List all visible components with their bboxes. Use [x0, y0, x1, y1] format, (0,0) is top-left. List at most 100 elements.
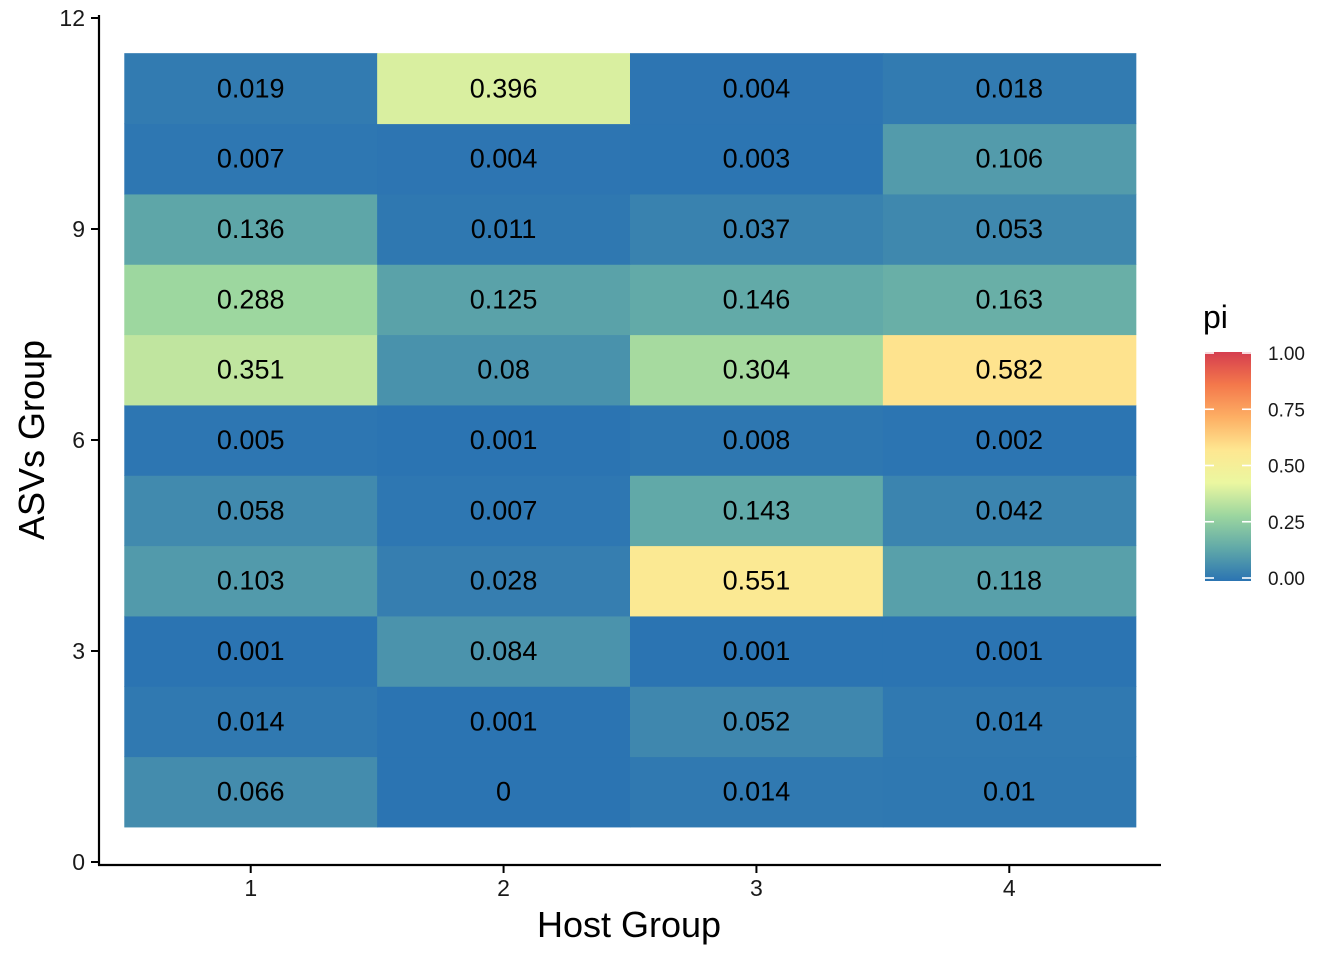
heatmap-cell: [630, 686, 884, 758]
heatmap-cell: [882, 615, 1137, 687]
y-axis-ticks: 0 3 6 9 12: [59, 5, 99, 875]
heatmap-cell: [377, 193, 631, 265]
cell-value-label: 0.001: [217, 636, 285, 666]
y-tick-label: 6: [72, 427, 85, 453]
cell-value-label: 0.106: [976, 144, 1044, 174]
x-tick-label: 3: [750, 875, 763, 901]
heatmap-cell: [377, 123, 631, 195]
x-tick-label: 2: [497, 875, 510, 901]
cell-value-label: 0.288: [217, 284, 285, 314]
heatmap-cell: [124, 334, 378, 406]
heatmap-cell: [377, 686, 631, 758]
cell-value-label: 0.001: [470, 706, 538, 736]
cell-value-label: 0.001: [470, 425, 538, 455]
cell-value-label: 0.146: [723, 284, 791, 314]
heatmap-cell: [630, 334, 884, 406]
cell-value-label: 0.028: [470, 566, 538, 596]
x-tick-label: 4: [1003, 875, 1016, 901]
cell-value-label: 0.004: [723, 73, 791, 103]
cell-value-label: 0.01: [983, 777, 1036, 807]
y-tick-label: 9: [72, 216, 85, 242]
heatmap-cell: [377, 615, 631, 687]
cell-value-label: 0: [496, 777, 511, 807]
legend-ticks: 0.00 0.25 0.50 0.75 1.00: [1205, 344, 1305, 590]
legend-tick-label: 0.25: [1268, 513, 1305, 534]
heatmap-cell: [377, 475, 631, 547]
heatmap-cell: [377, 404, 631, 476]
cell-value-label: 0.019: [217, 73, 285, 103]
legend-tick-label: 0.50: [1268, 457, 1305, 478]
cell-value-label: 0.005: [217, 425, 285, 455]
y-tick-label: 3: [72, 638, 85, 664]
heatmap-cell: [882, 404, 1137, 476]
cell-value-label: 0.007: [470, 495, 538, 525]
cell-value-label: 0.136: [217, 214, 285, 244]
legend-colorbar: [1205, 352, 1251, 581]
cell-value-label: 0.018: [976, 73, 1044, 103]
heatmap-cell: [630, 53, 884, 125]
heatmap-cell: [124, 264, 378, 336]
legend-title: pi: [1203, 299, 1228, 335]
heatmap-cell: [882, 123, 1137, 195]
legend-tick-label: 0.75: [1268, 400, 1305, 421]
cell-value-label: 0.014: [976, 706, 1044, 736]
legend-tick-label: 1.00: [1268, 344, 1305, 365]
heatmap-cell: [377, 264, 631, 336]
cell-value-label: 0.163: [976, 284, 1044, 314]
cell-value-label: 0.143: [723, 495, 791, 525]
cell-value-label: 0.125: [470, 284, 538, 314]
heatmap-cell: [630, 756, 884, 828]
cell-value-label: 0.058: [217, 495, 285, 525]
cell-value-label: 0.011: [471, 214, 537, 244]
heatmap-cell: [630, 615, 884, 687]
cell-value-label: 0.014: [217, 706, 285, 736]
cell-value-label: 0.08: [477, 355, 530, 385]
heatmap-cell: [124, 756, 378, 828]
heatmap-cell: [630, 264, 884, 336]
cell-value-label: 0.008: [723, 425, 791, 455]
x-axis-title: Host Group: [537, 904, 721, 945]
heatmap-cell: [124, 123, 378, 195]
heatmap-cell: [377, 334, 631, 406]
cell-value-label: 0.066: [217, 777, 285, 807]
heatmap-cell: [124, 615, 378, 687]
cell-value-label: 0.007: [217, 144, 285, 174]
cell-value-label: 0.582: [976, 355, 1044, 385]
cell-value-label: 0.037: [723, 214, 791, 244]
cell-value-label: 0.004: [470, 144, 538, 174]
heatmap-cell: [124, 686, 378, 758]
cell-value-label: 0.003: [723, 144, 791, 174]
heatmap-cell: [882, 334, 1137, 406]
heatmap-cell: [630, 545, 884, 617]
cell-value-label: 0.084: [470, 636, 538, 666]
heatmap-cell: [882, 193, 1137, 265]
cell-value-label: 0.052: [723, 706, 791, 736]
heatmap-cell: [377, 756, 631, 828]
heatmap-cell-labels: 0.066 0 0.014 0.01 0.014 0.001 0.052 0.014 0.001…: [217, 73, 1043, 806]
cell-value-label: 0.001: [723, 636, 791, 666]
heatmap-cell: [377, 53, 631, 125]
heatmap-cell: [882, 475, 1137, 547]
y-tick-label: 12: [59, 5, 85, 31]
heatmap-cell: [882, 53, 1137, 125]
cell-value-label: 0.103: [217, 566, 285, 596]
y-tick-label: 0: [72, 849, 85, 875]
y-axis-title: ASVs Group: [11, 340, 52, 540]
heatmap-cell: [630, 123, 884, 195]
x-tick-label: 1: [244, 875, 257, 901]
heatmap-cell: [377, 545, 631, 617]
cell-value-label: 0.002: [976, 425, 1044, 455]
x-axis-ticks: 1 2 3 4: [244, 865, 1016, 901]
heatmap-cell: [630, 475, 884, 547]
heatmap-cell: [882, 686, 1137, 758]
heatmap-cell: [124, 53, 378, 125]
heatmap-cell: [882, 756, 1137, 828]
color-legend: pi 0.00 0.25 0.50 0.75 1.00: [1203, 299, 1305, 590]
cell-value-label: 0.042: [976, 495, 1044, 525]
cell-value-label: 0.304: [723, 355, 791, 385]
cell-value-label: 0.118: [977, 566, 1043, 596]
heatmap-cell: [124, 193, 378, 265]
cell-value-label: 0.551: [723, 566, 791, 596]
cell-value-label: 0.396: [470, 73, 538, 103]
